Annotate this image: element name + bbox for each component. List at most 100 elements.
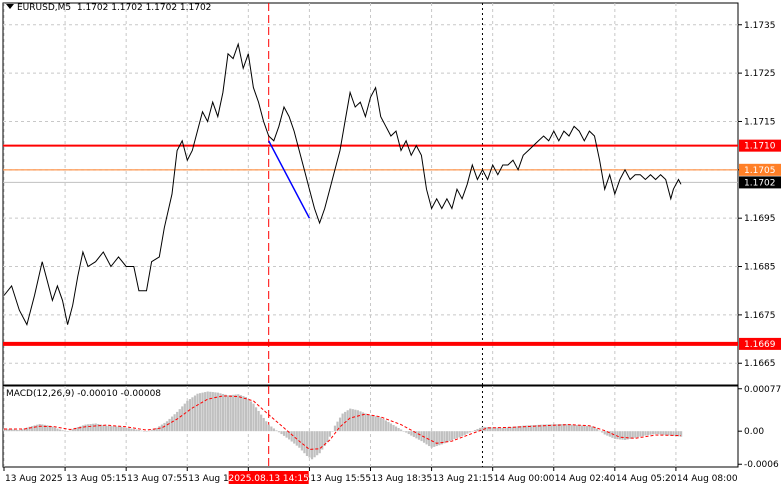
macd-histogram-bar: [183, 403, 186, 432]
macd-histogram-bar: [654, 431, 657, 434]
macd-histogram-bar: [450, 431, 454, 440]
macd-histogram-bar: [142, 431, 146, 432]
macd-histogram-bar: [76, 427, 80, 432]
macd-histogram-bar: [46, 425, 49, 432]
macd-histogram-bar: [611, 431, 614, 438]
macd-histogram-bar: [560, 424, 563, 432]
collapse-triangle-icon[interactable]: [6, 4, 14, 9]
macd-histogram-bar: [321, 431, 324, 450]
macd-histogram-bar: [537, 424, 540, 432]
macd-histogram-bar: [504, 427, 507, 432]
macd-histogram-bar: [458, 431, 461, 438]
macd-histogram-bar: [66, 431, 69, 432]
price-tick-label: 1.1695: [744, 214, 776, 224]
macd-histogram-bar: [74, 427, 77, 432]
macd-histogram-bar: [135, 429, 138, 432]
macd-histogram-bar: [400, 429, 403, 432]
macd-histogram-bar: [170, 416, 174, 432]
time-marker-label: 2025.08.13 14:15: [229, 474, 309, 484]
macd-indicator-values: -0.00010 -0.00008: [77, 389, 162, 399]
macd-histogram-bar: [445, 431, 449, 443]
macd-histogram-bar: [466, 431, 469, 434]
macd-histogram-bar: [657, 431, 660, 435]
macd-histogram-bar: [412, 431, 415, 437]
macd-histogram-bar: [667, 431, 670, 436]
macd-histogram-bar: [102, 425, 105, 432]
time-tick-label: 14 Aug 02:40: [555, 474, 616, 484]
macd-histogram-bar: [593, 426, 596, 432]
macd-histogram-bar: [585, 425, 589, 432]
macd-histogram-bar: [15, 429, 18, 432]
macd-histogram-bar: [644, 431, 647, 436]
price-tick-label: 1.1685: [744, 263, 776, 273]
macd-histogram-bar: [387, 421, 390, 432]
macd-histogram-bar: [336, 421, 339, 432]
macd-histogram-bar: [270, 426, 273, 432]
macd-histogram-bar: [601, 431, 604, 433]
macd-histogram-bar: [481, 426, 484, 432]
macd-histogram-bar: [211, 392, 214, 432]
macd-histogram-bar: [226, 395, 230, 432]
macd-histogram-bar: [148, 430, 151, 432]
macd-histogram-bar: [674, 431, 678, 437]
macd-histogram-bar: [186, 400, 189, 432]
macd-histogram-bar: [204, 392, 207, 432]
macd-histogram-bar: [64, 431, 67, 432]
macd-histogram-bar: [310, 431, 314, 460]
macd-histogram-bar: [160, 424, 163, 432]
macd-histogram-bar: [514, 426, 517, 432]
macd-histogram-bar: [354, 409, 357, 432]
macd-histogram-bar: [384, 420, 387, 432]
macd-histogram-bar: [680, 431, 683, 437]
macd-histogram-bar: [305, 431, 309, 456]
macd-histogram-bar: [313, 431, 316, 458]
macd-histogram-bar: [624, 431, 627, 440]
time-marker-badge: [228, 471, 309, 484]
macd-histogram-bar: [565, 424, 568, 432]
ohlc-values: 1.1702 1.1702 1.1702 1.1702: [76, 3, 212, 13]
macd-histogram-bar: [331, 431, 334, 432]
macd-histogram-bar: [56, 428, 59, 432]
macd-histogram-bar: [547, 424, 550, 432]
time-tick-label: 14 Aug 00:00: [494, 474, 555, 484]
macd-histogram-bar: [216, 392, 219, 432]
macd-histogram-bar: [672, 431, 675, 436]
macd-histogram-bar: [341, 413, 344, 432]
macd-histogram-bar: [570, 424, 573, 432]
macd-histogram-bar: [265, 421, 268, 432]
macd-histogram-bar: [262, 417, 265, 432]
macd-histogram-bar: [664, 431, 667, 436]
macd-histogram-bar: [13, 429, 16, 432]
macd-histogram-bar: [349, 408, 352, 432]
macd-histogram-bar: [237, 394, 240, 432]
macd-histogram-bar: [669, 431, 673, 436]
level-price-badge: [739, 163, 781, 176]
macd-histogram-bar: [81, 425, 85, 432]
time-tick-label: 13 Aug 10:35: [188, 474, 249, 484]
time-tick-label: 13 Aug 05:15: [66, 474, 127, 484]
macd-histogram-bar: [333, 425, 337, 432]
macd-histogram-bar: [616, 431, 619, 440]
macd-histogram-bar: [196, 393, 199, 432]
macd-histogram-bar: [104, 425, 108, 432]
macd-histogram-bar: [112, 426, 115, 432]
macd-histogram-bar: [420, 431, 423, 442]
macd-histogram-bar: [145, 431, 148, 432]
macd-histogram-bar: [438, 431, 441, 446]
macd-histogram-bar: [588, 426, 591, 432]
macd-histogram-bar: [496, 427, 499, 432]
macd-histogram-bar: [542, 424, 545, 432]
level-price-label: 1.1705: [744, 166, 776, 176]
macd-histogram-bar: [501, 427, 505, 432]
macd-histogram-bar: [382, 418, 385, 432]
macd-histogram-bar: [448, 431, 451, 442]
level-price-label: 1.1669: [744, 340, 776, 350]
macd-histogram-bar: [272, 428, 275, 432]
macd-histogram-bar: [596, 428, 599, 432]
macd-histogram-bar: [275, 430, 278, 432]
macd-histogram-bar: [524, 425, 527, 432]
macd-histogram-bar: [631, 431, 634, 439]
macd-indicator-name: MACD(12,26,9): [6, 389, 75, 399]
macd-histogram-bar: [359, 411, 362, 432]
